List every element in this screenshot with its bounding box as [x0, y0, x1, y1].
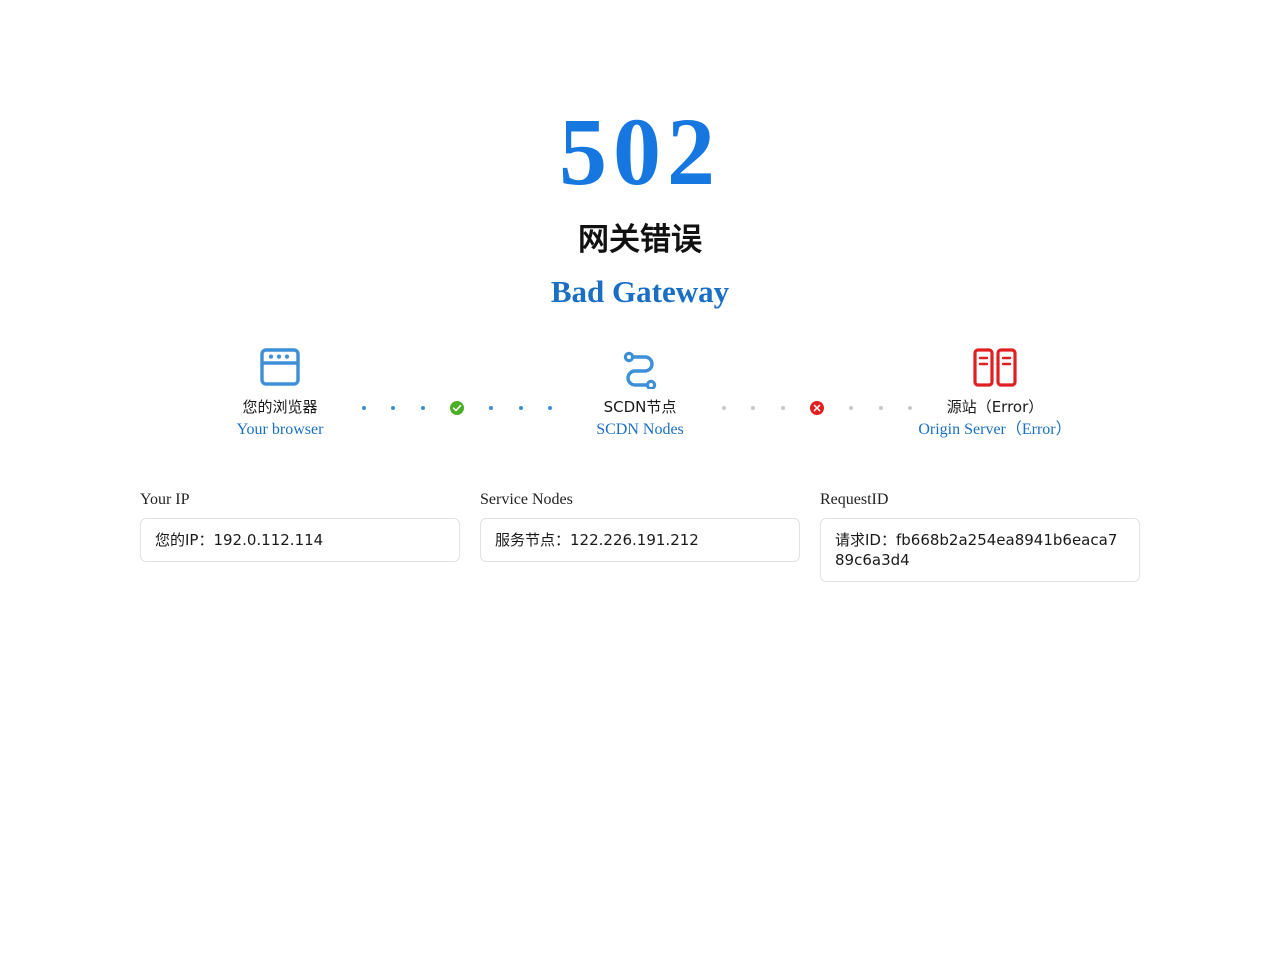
service-nodes-box: 服务节点：122.226.191.212	[480, 517, 800, 563]
error-title-cn: 网关错误	[578, 222, 702, 258]
flow-node-label-cn: 您的浏览器	[242, 398, 318, 416]
request-id-label: RequestID	[820, 491, 889, 508]
connector-dot	[518, 406, 523, 410]
error-headline: 502 网关错误 Bad Gateway	[0, 0, 1280, 310]
flow-node-label-en: SCDN Nodes	[596, 421, 684, 439]
connector-dot	[547, 406, 552, 410]
flow-node-label-cn: SCDN节点	[603, 398, 677, 416]
service-nodes-value: 服务节点：122.226.191.212	[495, 530, 699, 549]
error-title-en: Bad Gateway	[550, 274, 730, 310]
connector-dot	[722, 406, 726, 410]
origin-server-icon	[875, 345, 1115, 391]
x-circle-icon	[809, 401, 824, 415]
flow-node-label-cn: 源站（Error）	[946, 398, 1044, 416]
your-ip-label: Your IP	[140, 491, 190, 508]
connector-dot	[907, 406, 912, 410]
connector-dot	[878, 406, 883, 410]
flow-connector-scdn-to-origin	[722, 401, 912, 415]
your-ip-box: 您的IP：192.0.112.114	[140, 517, 460, 563]
your-ip-group: Your IP 您的IP：192.0.112.114	[140, 490, 460, 582]
connector-dot	[780, 406, 785, 410]
request-flow-diagram: 您的浏览器 Your browser	[0, 345, 1280, 455]
connector-dot	[391, 406, 396, 410]
browser-window-icon	[160, 345, 400, 391]
connector-dot	[489, 406, 494, 410]
check-circle-icon	[449, 401, 464, 415]
service-nodes-group: Service Nodes 服务节点：122.226.191.212	[480, 490, 800, 582]
flow-node-origin-server: 源站（Error） Origin Server（Error）	[875, 345, 1115, 441]
request-id-box: 请求ID：fb668b2a254ea8941b6eaca789c6a3d4	[820, 517, 1140, 583]
connector-dot	[849, 406, 854, 410]
flow-node-scdn: SCDN节点 SCDN Nodes	[520, 345, 760, 441]
diagnostic-info-row: Your IP 您的IP：192.0.112.114 Service Nodes…	[140, 490, 1140, 583]
flow-node-label-en: Origin Server（Error）	[918, 421, 1072, 439]
scdn-route-icon	[520, 345, 760, 391]
connector-dot	[751, 406, 756, 410]
flow-connector-browser-to-scdn	[362, 401, 552, 415]
service-nodes-label: Service Nodes	[480, 491, 573, 508]
error-code: 502	[559, 98, 721, 205]
connector-dot	[420, 406, 425, 410]
connector-dot	[362, 406, 366, 410]
request-id-value: 请求ID：fb668b2a254ea8941b6eaca789c6a3d4	[835, 530, 1118, 570]
your-ip-value: 您的IP：192.0.112.114	[155, 530, 324, 549]
flow-node-browser: 您的浏览器 Your browser	[160, 345, 400, 441]
request-id-group: RequestID 请求ID：fb668b2a254ea8941b6eaca78…	[820, 490, 1140, 583]
flow-node-label-en: Your browser	[236, 421, 324, 439]
